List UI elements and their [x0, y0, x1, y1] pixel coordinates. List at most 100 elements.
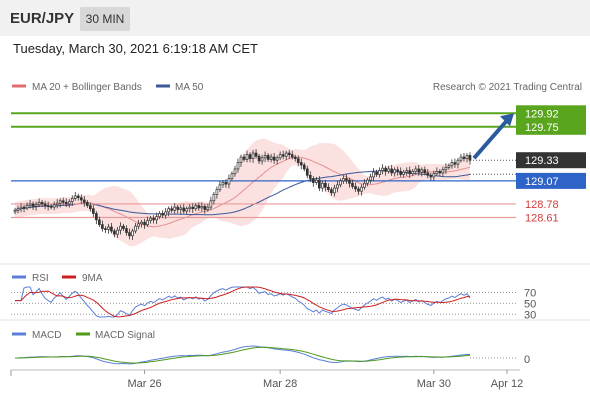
candle-body [158, 213, 161, 218]
macd-signal-line [15, 346, 471, 364]
candle-body [251, 152, 255, 159]
x-tick-label: Apr 12 [491, 378, 523, 390]
candle-body [64, 202, 68, 205]
candle-body [167, 208, 171, 213]
candle-body [357, 188, 360, 192]
candle-body [417, 168, 421, 173]
candle-body [287, 152, 291, 155]
pivot-tag [516, 172, 586, 189]
candle-body [98, 219, 101, 225]
candle-body [450, 162, 454, 167]
legend-ma50: MA 50 [175, 82, 204, 93]
candle-body [230, 173, 234, 179]
candle-body [318, 179, 321, 189]
candle-body [164, 211, 167, 216]
macd-line [14, 345, 471, 365]
candle-body [290, 154, 294, 158]
candle-body [55, 202, 59, 206]
candle-body [254, 152, 258, 157]
pair-label: EUR/JPY [10, 10, 75, 27]
candle-body [113, 230, 116, 235]
candle-body [435, 170, 439, 175]
candle-body [236, 162, 240, 170]
candle-body [257, 155, 261, 162]
candle-body [224, 182, 228, 185]
macd-zero-label: 0 [524, 354, 530, 366]
candle-body [194, 205, 198, 210]
candle-body [330, 189, 333, 194]
candle-body [233, 168, 237, 175]
candle-body [176, 206, 180, 210]
candle-body [182, 207, 186, 212]
candle-body [293, 156, 297, 159]
candle-body [299, 162, 303, 166]
candle-body [110, 226, 113, 232]
candle-body [339, 180, 342, 186]
candle-body [444, 167, 448, 171]
candle-body [70, 198, 74, 202]
candle-body [85, 202, 89, 206]
candle-body [227, 178, 231, 185]
rsi-level-label: 30 [524, 309, 536, 321]
candle-body [58, 200, 62, 204]
candle-body [408, 170, 412, 175]
candle-body [336, 184, 339, 189]
bollinger-band [15, 138, 470, 247]
candle-body [311, 178, 315, 183]
forecast-arrow-head [500, 113, 514, 127]
candle-body [37, 202, 41, 206]
candle-body [212, 194, 216, 202]
x-tick-label: Mar 28 [263, 378, 297, 390]
candle-body [221, 182, 225, 186]
candle-body [82, 199, 86, 203]
candle-body [46, 205, 50, 207]
candle-body [390, 168, 393, 174]
candle-body [399, 170, 403, 175]
candle-body [360, 186, 363, 192]
support-label: 128.61 [525, 212, 559, 224]
candle-body [405, 170, 409, 173]
candle-body [284, 152, 288, 157]
candle-body [260, 157, 264, 162]
candle-body [206, 206, 210, 210]
candle-body [278, 154, 282, 159]
candle-body [248, 154, 252, 159]
candle-body [92, 208, 95, 214]
candle-body [411, 170, 415, 175]
candle-body [465, 155, 469, 159]
timeframe-badge[interactable]: 30 MIN [80, 7, 130, 31]
candle-body [128, 232, 131, 237]
candle-body [245, 154, 249, 160]
pivot-tag-label: 129.07 [525, 176, 559, 188]
candle-body [170, 208, 174, 211]
last-price-tag [516, 152, 586, 169]
last-price-tag-label: 129.33 [525, 155, 559, 167]
candle-body [432, 173, 436, 178]
candle-body [468, 155, 472, 161]
candle-body [441, 169, 445, 174]
candle-body [426, 172, 430, 176]
candle-body [13, 209, 17, 213]
candle-body [275, 157, 279, 161]
candle-body [281, 154, 285, 157]
candle-body [363, 182, 366, 188]
candle-body [423, 169, 427, 174]
candle-body [203, 205, 207, 210]
candle-body [453, 162, 457, 165]
candle-body [348, 179, 351, 184]
candle-body [16, 208, 20, 211]
candle-body [308, 174, 312, 179]
candle-body [296, 158, 300, 163]
candle-body [125, 228, 128, 233]
support-label: 128.78 [525, 199, 559, 211]
candle-body [22, 206, 26, 209]
candle-body [351, 182, 354, 187]
candle-body [242, 156, 246, 160]
candle-body [414, 168, 418, 172]
candle-body [447, 165, 451, 168]
candle-body [381, 167, 384, 171]
candle-body [149, 217, 152, 221]
legend-rsi: RSI [32, 273, 49, 284]
x-tick-label: Mar 26 [127, 378, 161, 390]
